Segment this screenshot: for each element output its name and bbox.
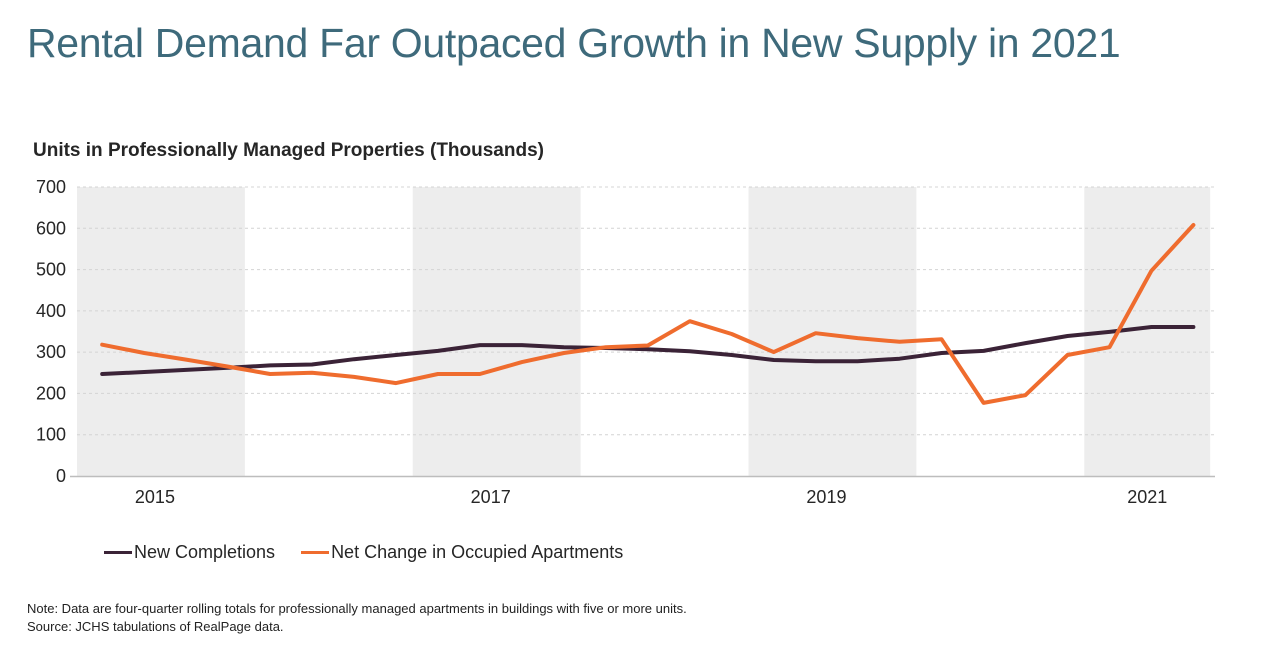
- series-line-net-change: [100, 223, 1196, 405]
- gridlines: [77, 186, 1215, 436]
- note-text: Note: Data are four-quarter rolling tota…: [27, 601, 687, 616]
- legend: New Completions Net Change in Occupied A…: [104, 542, 649, 563]
- legend-item-new-completions: New Completions: [104, 542, 275, 563]
- x-tick-label: 2019: [806, 487, 846, 507]
- year-shade-2019: [748, 187, 917, 476]
- x-axis-ticks: 2015 2017 2019 2021: [135, 487, 1167, 507]
- series-line-new-completions: [100, 325, 1196, 376]
- legend-item-net-change: Net Change in Occupied Apartments: [301, 542, 623, 563]
- legend-swatch-new-completions: [104, 551, 132, 554]
- chart-subtitle: Units in Professionally Managed Properti…: [33, 140, 544, 161]
- y-tick-label: 400: [36, 301, 66, 321]
- y-axis-ticks: 0 100 200 300 400 500 600 700: [36, 177, 66, 486]
- y-tick-label: 700: [36, 177, 66, 197]
- series-lines: [100, 223, 1196, 405]
- year-shade-2017: [412, 187, 581, 476]
- y-tick-label: 600: [36, 218, 66, 238]
- legend-label: New Completions: [134, 542, 276, 562]
- footnotes: Note: Data are four-quarter rolling tota…: [27, 600, 687, 636]
- year-shading: [77, 187, 1211, 476]
- chart-title: Rental Demand Far Outpaced Growth in New…: [27, 20, 1121, 66]
- x-tick-label: 2015: [135, 487, 175, 507]
- year-shade-2015: [77, 187, 245, 476]
- y-tick-label: 300: [36, 342, 66, 362]
- y-tick-label: 100: [36, 425, 66, 445]
- x-tick-label: 2021: [1127, 487, 1167, 507]
- legend-label: Net Change in Occupied Apartments: [331, 542, 624, 562]
- source-text: Source: JCHS tabulations of RealPage dat…: [27, 619, 284, 634]
- legend-swatch-net-change: [301, 551, 330, 554]
- y-tick-label: 500: [36, 260, 66, 280]
- y-tick-label: 200: [36, 383, 66, 403]
- x-tick-label: 2017: [471, 487, 511, 507]
- y-tick-label: 0: [56, 466, 66, 486]
